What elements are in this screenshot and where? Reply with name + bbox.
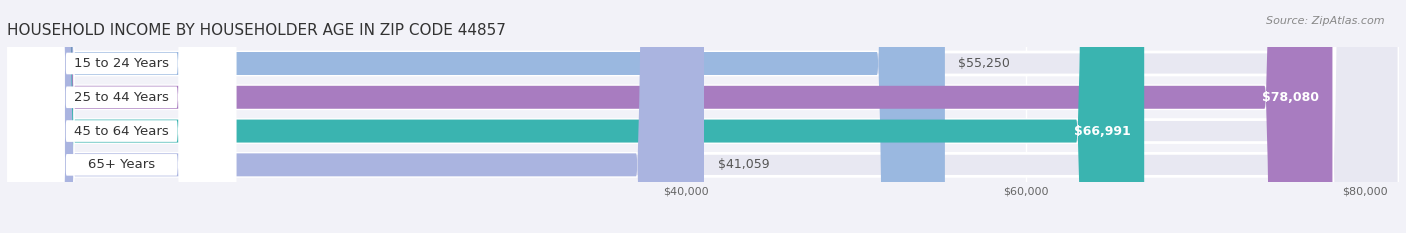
Text: 65+ Years: 65+ Years — [89, 158, 155, 171]
Text: $66,991: $66,991 — [1074, 125, 1130, 137]
FancyBboxPatch shape — [7, 0, 1399, 233]
FancyBboxPatch shape — [7, 0, 704, 233]
Text: 15 to 24 Years: 15 to 24 Years — [75, 57, 169, 70]
Text: Source: ZipAtlas.com: Source: ZipAtlas.com — [1267, 16, 1385, 26]
FancyBboxPatch shape — [7, 0, 1399, 233]
FancyBboxPatch shape — [7, 0, 236, 233]
Text: $78,080: $78,080 — [1261, 91, 1319, 104]
Text: $55,250: $55,250 — [959, 57, 1011, 70]
Text: HOUSEHOLD INCOME BY HOUSEHOLDER AGE IN ZIP CODE 44857: HOUSEHOLD INCOME BY HOUSEHOLDER AGE IN Z… — [7, 24, 506, 38]
FancyBboxPatch shape — [7, 0, 236, 233]
Text: $41,059: $41,059 — [717, 158, 769, 171]
FancyBboxPatch shape — [7, 0, 236, 233]
Text: 25 to 44 Years: 25 to 44 Years — [75, 91, 169, 104]
FancyBboxPatch shape — [7, 0, 1144, 233]
FancyBboxPatch shape — [7, 0, 236, 233]
FancyBboxPatch shape — [7, 0, 1399, 233]
FancyBboxPatch shape — [7, 0, 1333, 233]
Text: 45 to 64 Years: 45 to 64 Years — [75, 125, 169, 137]
FancyBboxPatch shape — [7, 0, 945, 233]
FancyBboxPatch shape — [7, 0, 1399, 233]
